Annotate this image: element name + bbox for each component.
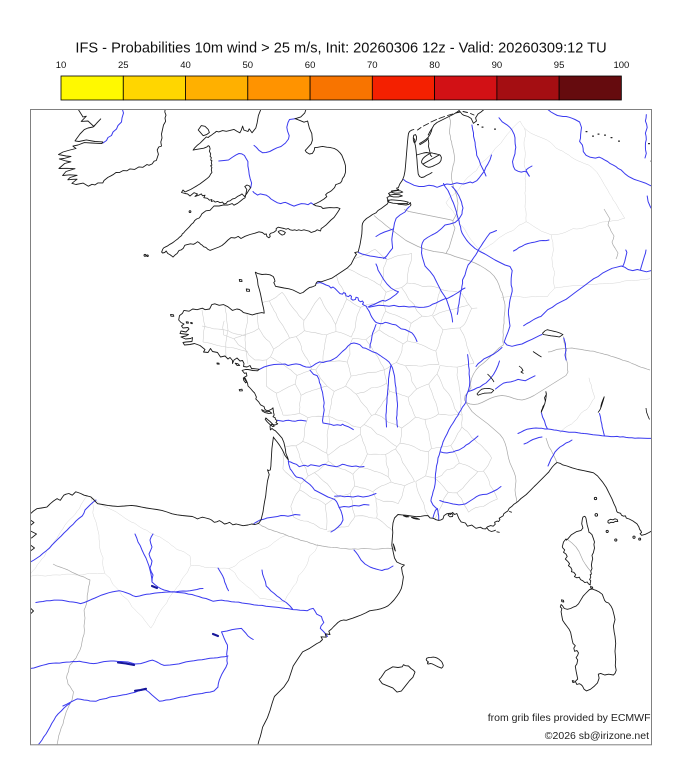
svg-text:25: 25 — [118, 60, 129, 71]
svg-text:IFS - Probabilities 10m wind >: IFS - Probabilities 10m wind > 25 m/s, I… — [75, 41, 606, 57]
svg-text:©2026 sb@irizone.net: ©2026 sb@irizone.net — [545, 730, 649, 742]
svg-text:90: 90 — [492, 60, 503, 71]
svg-text:40: 40 — [180, 60, 191, 71]
svg-text:95: 95 — [554, 60, 565, 71]
svg-text:60: 60 — [305, 60, 316, 71]
svg-text:50: 50 — [243, 60, 254, 71]
svg-text:from grib files provided by EC: from grib files provided by ECMWF — [488, 712, 651, 724]
svg-text:70: 70 — [367, 60, 378, 71]
svg-text:80: 80 — [429, 60, 440, 71]
svg-text:10: 10 — [56, 60, 67, 71]
svg-text:100: 100 — [613, 60, 629, 71]
